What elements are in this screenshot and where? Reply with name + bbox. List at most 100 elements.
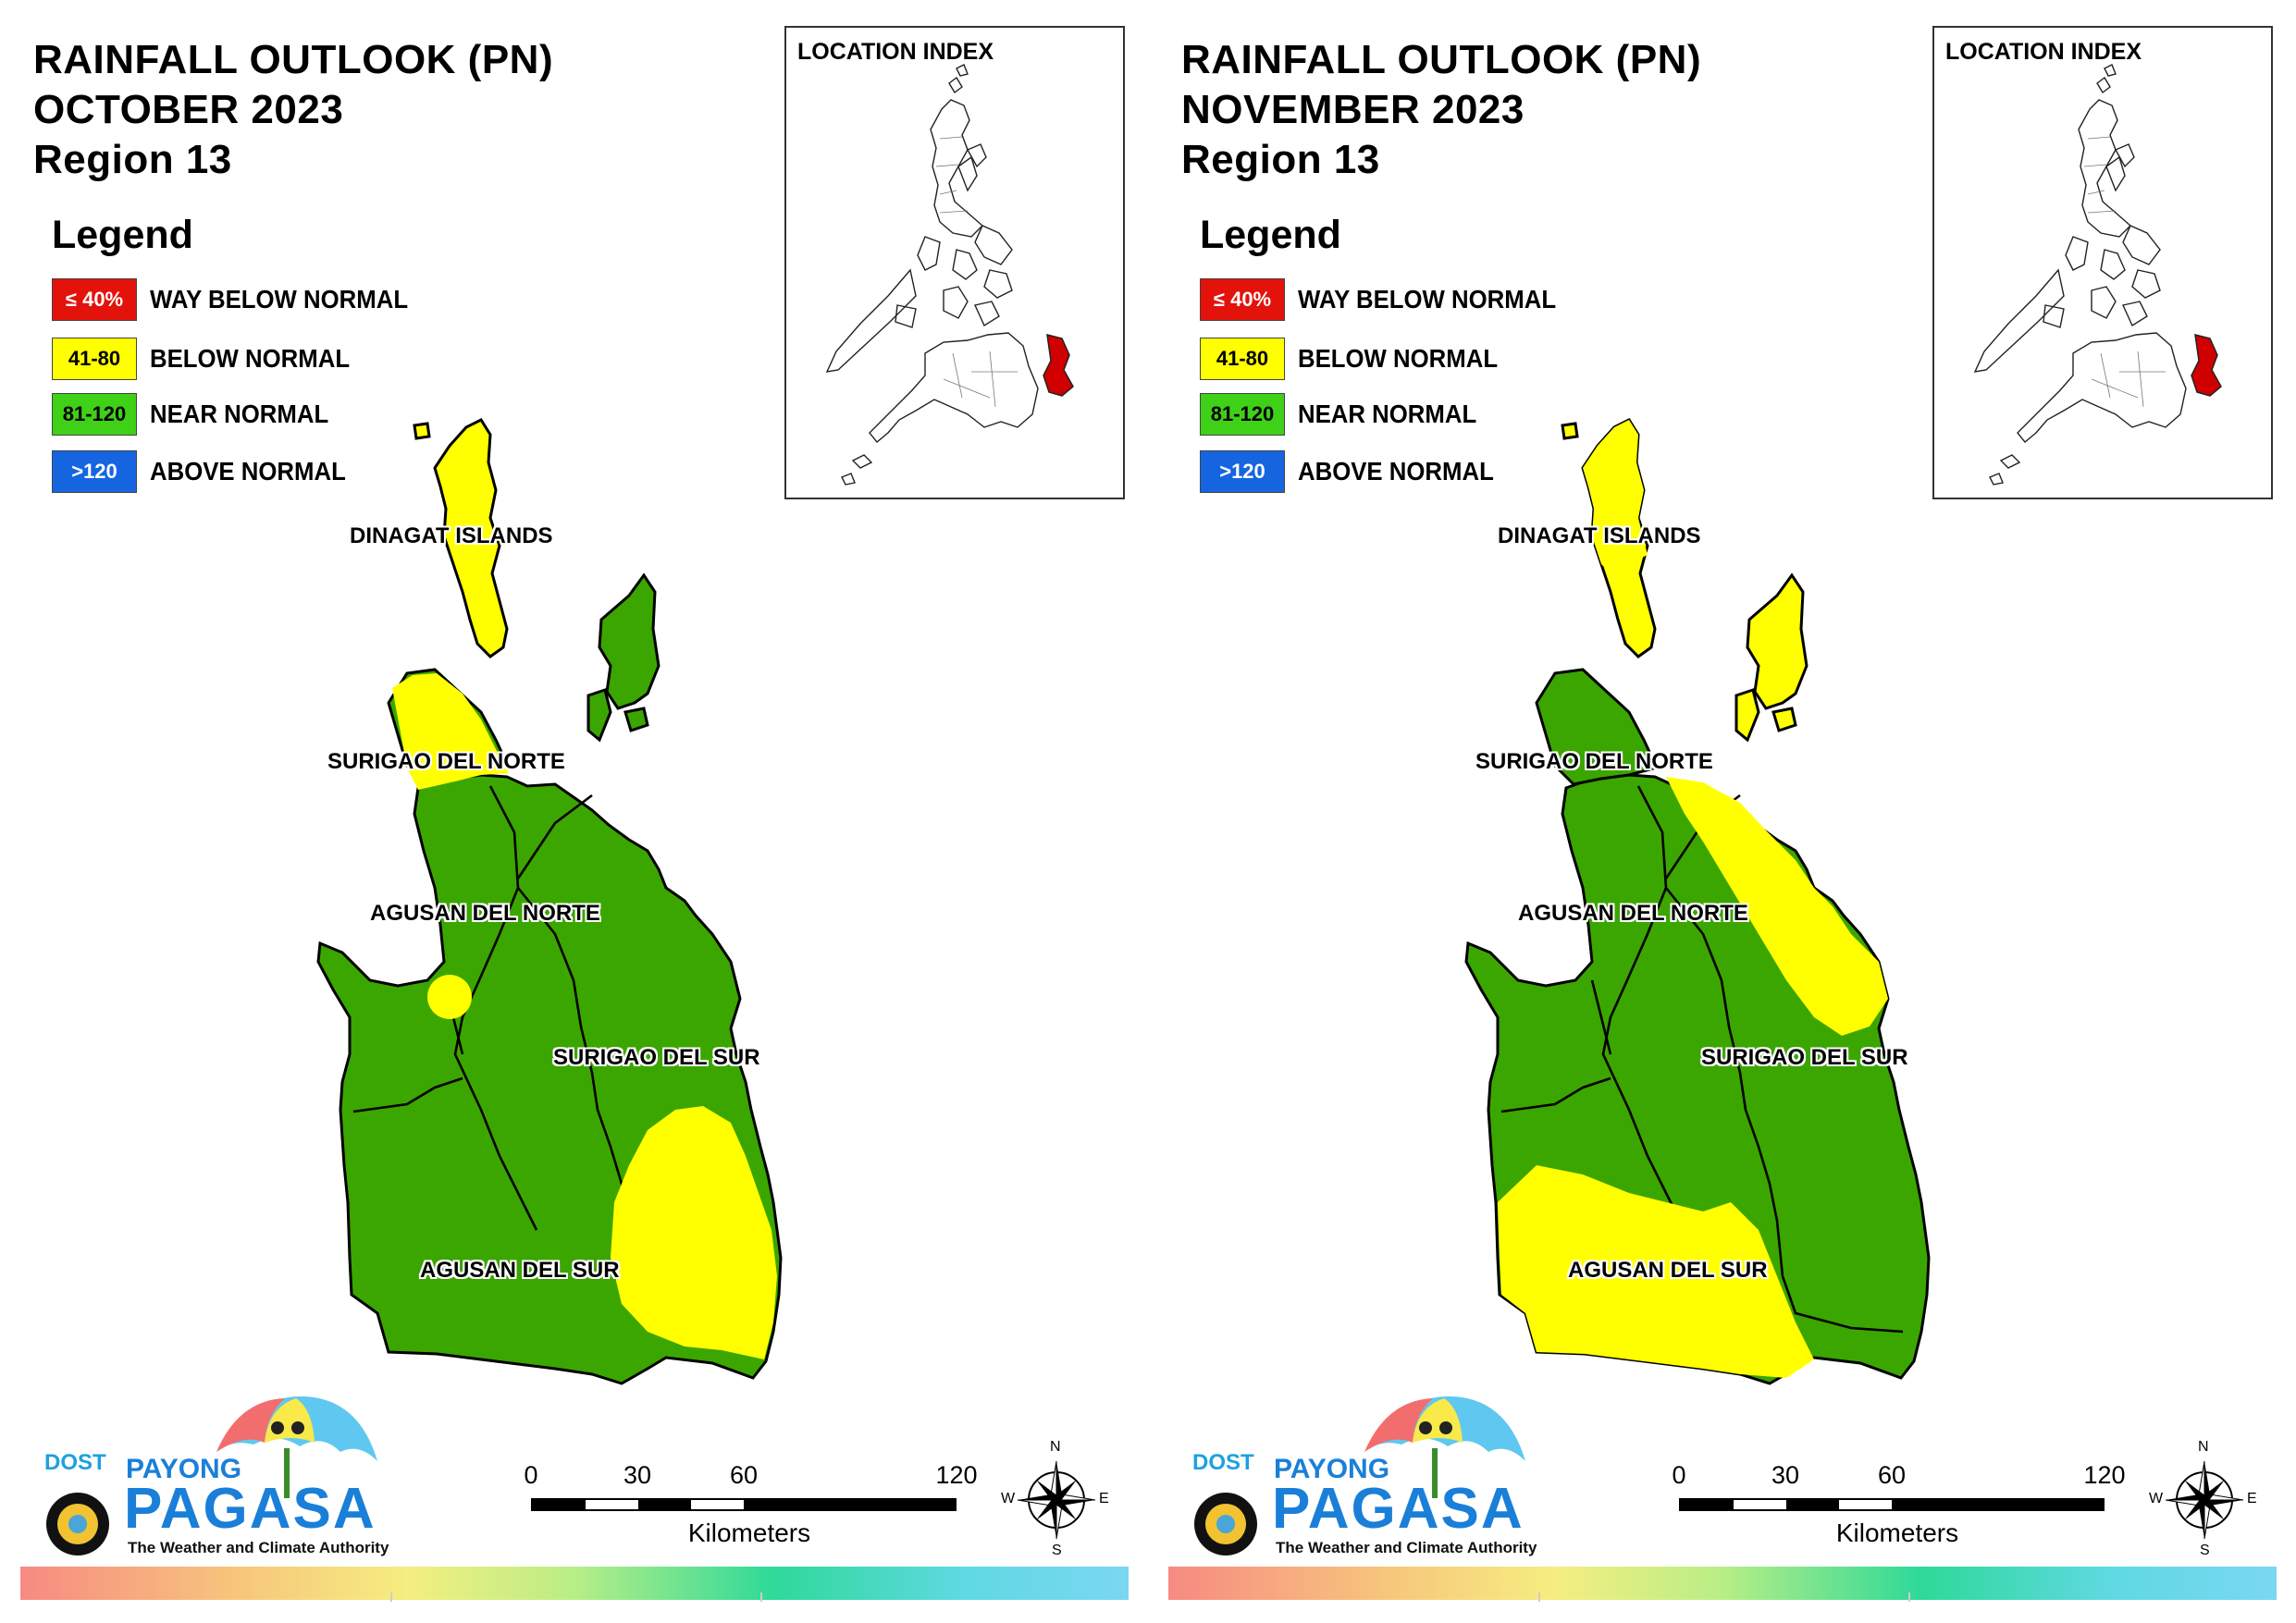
location-index-inset: LOCATION INDEX [1932,26,2273,499]
legend-label: BELOW NORMAL [150,344,351,373]
legend-label: NEAR NORMAL [150,400,329,428]
below-normal-areas [1498,420,1888,1378]
title-product: RAINFALL OUTLOOK (PN) [33,37,554,82]
philippines-outline-map [1973,64,2222,486]
scale-tick: 0 [1672,1461,1686,1489]
title-product: RAINFALL OUTLOOK (PN) [1181,37,1702,82]
footer-gradient-band [1168,1567,2277,1602]
philippines-outline-map [825,64,1074,486]
siargao-island [598,572,660,710]
logo-tagline: The Weather and Climate Authority [1276,1539,1537,1556]
legend-swatch: 41-80 [1200,338,1285,380]
compass-w: W [1001,1491,1016,1506]
siargao-islet-2 [623,707,649,732]
label-agusan-del-sur: AGUSAN DEL SUR [1568,1258,1768,1283]
legend-item-below-normal: 41-80 BELOW NORMAL [52,337,367,381]
compass-s: S [1052,1543,1062,1558]
logo-dost: DOST [44,1450,106,1475]
scale-tick: 30 [1771,1461,1800,1489]
legend-title: Legend [1200,213,1341,257]
legend-label: ABOVE NORMAL [1298,457,1494,486]
logo-payong: PAYONG [1274,1454,1390,1484]
north-arrow-compass: N E S W [2149,1439,2260,1559]
compass-s: S [2200,1543,2210,1558]
dinagat-islet [1561,422,1579,440]
logo-payong: PAYONG [126,1454,242,1484]
payong-pagasa-logo: DOST PAYONG PAGASA The Weather and Clima… [35,1387,396,1572]
compass-rose-icon [1017,1460,1096,1540]
label-surigao-del-sur: SURIGAO DEL SUR [553,1045,760,1070]
scale-unit: Kilometers [1835,1518,1959,1547]
label-agusan-del-sur: AGUSAN DEL SUR [420,1258,620,1283]
legend-title: Legend [52,213,193,257]
province-boundaries [352,785,756,1334]
outlook-panel-november: RAINFALL OUTLOOK (PN) NOVEMBER 2023 Regi… [1148,0,2296,1623]
legend-label: WAY BELOW NORMAL [150,285,409,314]
logo-dost: DOST [1192,1450,1254,1475]
label-agusan-del-norte: AGUSAN DEL NORTE [1518,901,1748,926]
below-normal-dinagat [1583,420,1648,573]
legend-item-below-normal: 41-80 BELOW NORMAL [1200,337,1515,381]
scale-bar-graphic [1679,1498,2105,1511]
location-index-label: LOCATION INDEX [1945,39,2142,65]
payong-pagasa-logo: DOST PAYONG PAGASA The Weather and Clima… [1183,1387,1544,1572]
umbrella-logo-icon [1194,1396,1525,1555]
label-surigao-del-sur: SURIGAO DEL SUR [1701,1045,1908,1070]
legend-item-above-normal: >120 ABOVE NORMAL [1200,449,1511,494]
title-region: Region 13 [1181,137,1380,182]
legend-item-way-below-normal: ≤ 40% WAY BELOW NORMAL [52,277,430,322]
region-13-rainfall-map [1464,418,1931,1385]
siargao-islet-1 [586,688,612,743]
legend-label: ABOVE NORMAL [150,457,346,486]
compass-rose-icon [2165,1460,2244,1540]
below-normal-ads-west [1498,1165,1814,1378]
scale-tick: 30 [623,1461,652,1489]
dinagat-islands [433,418,509,658]
legend-swatch: 81-120 [52,393,137,436]
footer-gradient-band [20,1567,1129,1602]
umbrella-logo-icon [46,1396,377,1555]
scale-bar: 0 30 60 120 Kilometers [518,1461,981,1563]
siargao-islet-2 [1771,707,1797,732]
map-title: RAINFALL OUTLOOK (PN) OCTOBER 2023 Regio… [33,35,553,185]
legend-swatch: >120 [52,450,137,493]
below-normal-areas [392,673,777,1359]
compass-n: N [1050,1439,1061,1455]
legend-label: NEAR NORMAL [1298,400,1477,428]
label-surigao-del-norte: SURIGAO DEL NORTE [1475,749,1713,774]
legend-swatch: ≤ 40% [1200,278,1285,321]
legend-label: BELOW NORMAL [1298,344,1499,373]
label-dinagat-islands: DINAGAT ISLANDS [1498,523,1701,548]
legend-swatch: 41-80 [52,338,137,380]
below-normal-adn-spot [427,975,472,1019]
legend-swatch: 81-120 [1200,393,1285,436]
below-normal-sds-coast [611,1106,777,1359]
legend-item-near-normal: 81-120 NEAR NORMAL [1200,392,1492,436]
label-agusan-del-norte: AGUSAN DEL NORTE [370,901,600,926]
scale-unit: Kilometers [687,1518,811,1547]
legend-label: WAY BELOW NORMAL [1298,285,1557,314]
legend-item-above-normal: >120 ABOVE NORMAL [52,449,363,494]
location-index-inset: LOCATION INDEX [784,26,1125,499]
legend-item-near-normal: 81-120 NEAR NORMAL [52,392,344,436]
legend-swatch: >120 [1200,450,1285,493]
map-title: RAINFALL OUTLOOK (PN) NOVEMBER 2023 Regi… [1181,35,1701,185]
surigao-del-norte-tip [1535,668,1660,786]
title-month: OCTOBER 2023 [33,87,344,132]
region-13-highlight [2191,334,2222,397]
scale-bar-graphic [531,1498,957,1511]
scale-tick: 120 [2083,1461,2126,1489]
compass-e: E [1099,1491,1109,1506]
label-dinagat-islands: DINAGAT ISLANDS [350,523,553,548]
region-13-rainfall-map [316,418,783,1385]
location-index-label: LOCATION INDEX [797,39,994,65]
logo-tagline: The Weather and Climate Authority [128,1539,389,1556]
logo-pagasa: PAGASA [1272,1477,1524,1541]
outlook-panel-october: RAINFALL OUTLOOK (PN) OCTOBER 2023 Regio… [20,26,1129,1602]
logo-pagasa: PAGASA [124,1477,376,1541]
scale-bar: 0 30 60 120 Kilometers [1666,1461,2129,1563]
scale-tick: 0 [524,1461,538,1489]
dinagat-islet [413,422,431,440]
scale-tick: 60 [1877,1461,1907,1489]
title-month: NOVEMBER 2023 [1181,87,1524,132]
